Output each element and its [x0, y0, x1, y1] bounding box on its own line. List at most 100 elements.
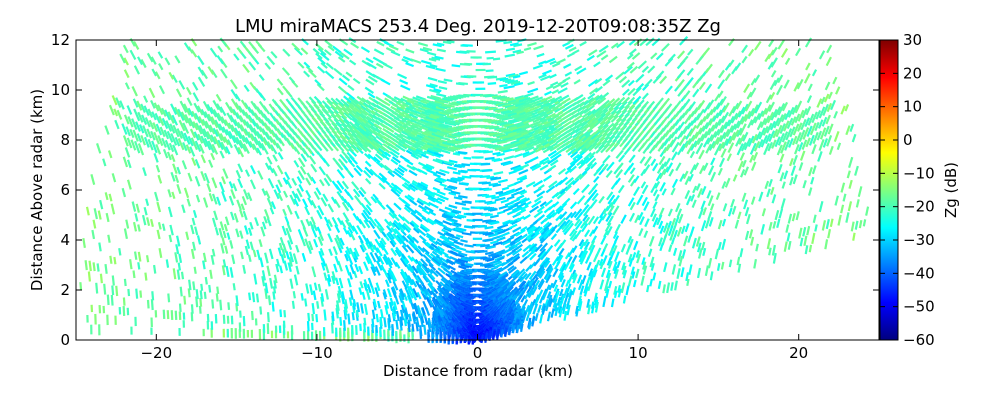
reflectivity-cell: [737, 106, 746, 118]
reflectivity-cell: [628, 39, 636, 46]
reflectivity-cell: [90, 304, 94, 313]
reflectivity-cell: [301, 252, 307, 262]
reflectivity-cell: [440, 136, 451, 141]
reflectivity-cell: [451, 177, 463, 182]
reflectivity-cell: [364, 166, 374, 176]
reflectivity-cell: [508, 73, 519, 79]
reflectivity-cell: [537, 120, 548, 127]
reflectivity-cell: [324, 49, 332, 56]
reflectivity-cell: [393, 202, 402, 211]
reflectivity-cell: [529, 261, 537, 270]
reflectivity-cell: [407, 194, 415, 201]
reflectivity-cell: [162, 309, 166, 320]
reflectivity-cell: [398, 289, 405, 301]
reflectivity-cell: [203, 111, 211, 122]
reflectivity-cell: [400, 304, 406, 314]
reflectivity-cell: [151, 291, 155, 301]
reflectivity-cell: [583, 216, 591, 226]
reflectivity-cell: [473, 187, 482, 190]
reflectivity-cell: [340, 107, 350, 116]
reflectivity-cell: [266, 265, 271, 277]
reflectivity-cell: [429, 107, 441, 114]
reflectivity-cell: [208, 159, 214, 168]
reflectivity-cell: [214, 119, 222, 131]
reflectivity-cell: [527, 81, 535, 86]
reflectivity-cell: [548, 180, 558, 189]
reflectivity-cell: [484, 232, 494, 236]
reflectivity-cell: [215, 293, 219, 302]
reflectivity-cell: [211, 217, 217, 228]
reflectivity-cell: [557, 217, 567, 227]
reflectivity-cell: [579, 146, 588, 155]
reflectivity-cell: [202, 328, 205, 337]
reflectivity-cell: [826, 44, 833, 54]
reflectivity-cell: [558, 168, 567, 176]
reflectivity-cell: [219, 133, 227, 143]
reflectivity-cell: [438, 111, 450, 116]
reflectivity-cell: [432, 158, 444, 165]
reflectivity-cell: [192, 209, 198, 218]
reflectivity-cell: [219, 106, 227, 117]
reflectivity-cell: [305, 100, 315, 110]
reflectivity-cell: [627, 235, 633, 244]
reflectivity-cell: [189, 146, 196, 157]
reflectivity-cell: [576, 127, 587, 137]
reflectivity-cell: [404, 287, 410, 296]
reflectivity-cell: [676, 50, 686, 60]
reflectivity-cell: [542, 257, 551, 267]
reflectivity-cell: [166, 130, 174, 143]
reflectivity-cell: [185, 86, 192, 96]
reflectivity-cell: [351, 225, 359, 235]
reflectivity-cell: [325, 96, 334, 105]
reflectivity-cell: [79, 282, 83, 290]
reflectivity-cell: [211, 299, 215, 309]
reflectivity-cell: [453, 196, 463, 201]
reflectivity-cell: [534, 125, 547, 134]
reflectivity-cell: [507, 280, 515, 288]
reflectivity-cell: [231, 254, 236, 265]
reflectivity-cell: [604, 222, 612, 233]
reflectivity-cell: [429, 146, 442, 153]
reflectivity-cell: [323, 272, 328, 281]
reflectivity-cell: [304, 238, 310, 249]
reflectivity-cell: [496, 236, 506, 242]
reflectivity-cell: [351, 311, 355, 321]
reflectivity-cell: [794, 100, 803, 114]
reflectivity-cell: [568, 165, 577, 173]
reflectivity-cell: [375, 62, 384, 69]
reflectivity-cell: [310, 216, 316, 225]
reflectivity-cell: [313, 95, 323, 105]
reflectivity-cell: [612, 117, 623, 128]
reflectivity-cell: [706, 134, 714, 145]
reflectivity-cell: [574, 220, 583, 231]
reflectivity-cell: [272, 286, 277, 294]
reflectivity-cell: [492, 260, 502, 267]
reflectivity-cell: [347, 140, 357, 150]
reflectivity-cell: [518, 189, 526, 195]
reflectivity-cell: [219, 299, 223, 311]
reflectivity-cell: [341, 291, 346, 301]
reflectivity-cell: [591, 192, 599, 202]
reflectivity-cell: [722, 102, 730, 113]
reflectivity-cell: [367, 135, 379, 145]
reflectivity-cell: [311, 266, 317, 278]
reflectivity-cell: [602, 112, 612, 120]
reflectivity-cell: [431, 127, 441, 132]
reflectivity-cell: [204, 276, 208, 285]
reflectivity-cell: [490, 240, 499, 245]
reflectivity-cell: [565, 279, 570, 288]
reflectivity-cell: [613, 110, 622, 119]
reflectivity-cell: [579, 138, 589, 147]
reflectivity-cell: [354, 195, 363, 206]
reflectivity-cell: [290, 325, 294, 335]
reflectivity-cell: [639, 156, 646, 164]
reflectivity-cell: [327, 233, 333, 243]
reflectivity-cell: [356, 302, 361, 313]
reflectivity-cell: [518, 271, 527, 280]
reflectivity-cell: [573, 94, 584, 102]
reflectivity-cell: [388, 44, 399, 51]
reflectivity-cell: [503, 85, 515, 90]
reflectivity-cell: [411, 144, 424, 152]
reflectivity-cell: [757, 139, 764, 149]
reflectivity-cell: [516, 194, 525, 200]
